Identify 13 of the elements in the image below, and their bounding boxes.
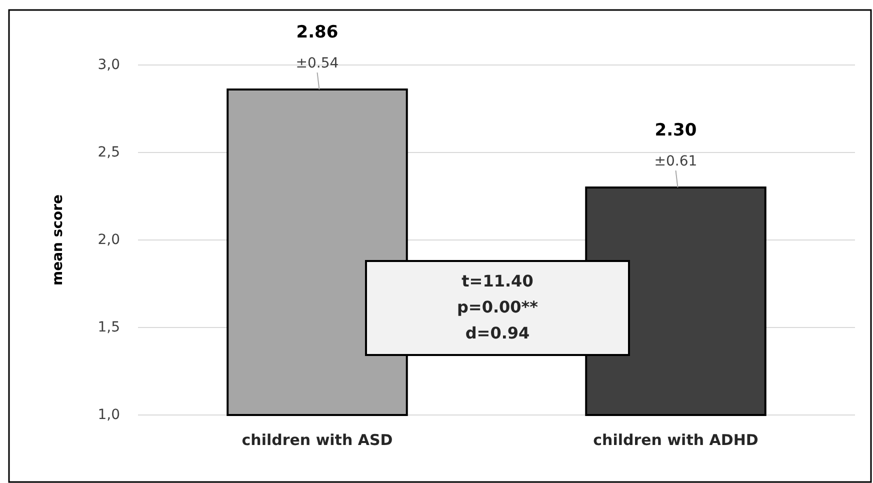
data-label: 2.86 [296,22,338,42]
y-tick-label: 1,0 [98,406,120,423]
annotation: ±0.61 [654,154,698,170]
annotation: ±0.54 [296,56,339,72]
x-tick-label: children with ADHD [593,431,758,449]
annotation: t=11.40 p=0.00** d=0.94 [456,272,539,343]
y-tick-label: 2,0 [98,232,120,248]
data-label: 2.30 [654,120,697,140]
y-axis-title: mean score [50,194,66,286]
y-tick-label: 1,5 [98,319,120,336]
y-tick-label: 3,0 [98,56,120,73]
x-tick-label: children with ASD [242,431,393,449]
y-tick-label: 2,5 [98,144,120,160]
